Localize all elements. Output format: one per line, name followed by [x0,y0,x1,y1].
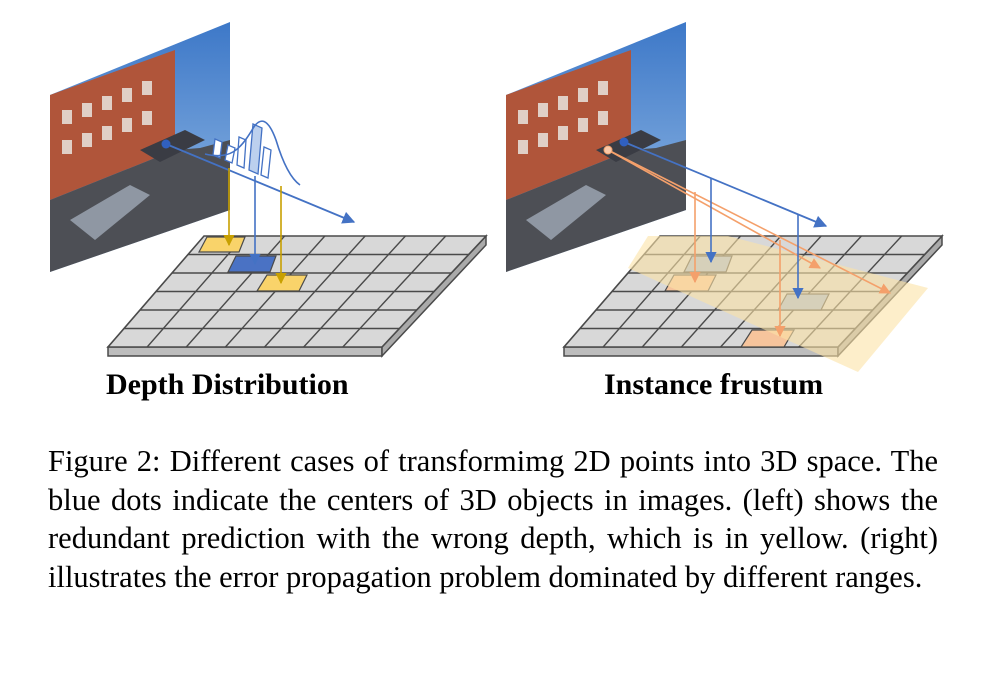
grid-col-line [342,235,447,348]
instance-frustum [628,236,928,372]
right-panel [506,22,944,372]
left-cell-yellow-a [198,236,246,253]
right-panel-label: Instance frustum [604,368,824,401]
grid-col-line [303,235,406,348]
left-street-photo-icon [50,22,230,272]
grid-col-line [264,235,366,348]
figure-caption: Figure 2: Different cases of transformim… [48,442,938,596]
left-ray [165,143,356,224]
right-offset-dot [603,145,613,155]
right-street-photo-icon [506,22,686,272]
left-grid-side [107,346,383,357]
left-object-center-dot [161,139,171,149]
caption-text: Different cases of transformimg 2D point… [48,444,938,594]
left-panel-label: Depth Distribution [106,368,349,401]
left-panel [50,22,488,358]
depth-histogram-icon [204,120,301,186]
right-grid-side [563,346,839,357]
left-cell-blue [227,255,277,273]
figure-illustration [50,22,944,372]
right-ray-orange-a [607,149,821,269]
grid-col-line [146,235,245,348]
right-object-center-dot [619,137,629,147]
grid-col-line [185,235,286,348]
right-ray-orange-b [607,149,891,294]
caption-number: Figure 2: [48,444,161,478]
right-ray-blue [623,141,828,228]
